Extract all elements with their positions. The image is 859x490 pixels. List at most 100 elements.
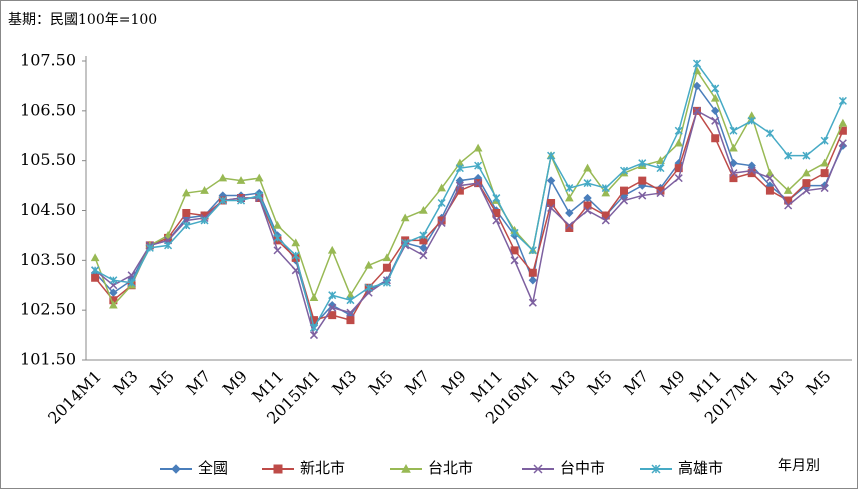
marker	[291, 238, 301, 247]
marker	[419, 231, 428, 240]
marker	[236, 176, 246, 184]
marker	[309, 323, 319, 332]
marker	[164, 241, 173, 250]
marker	[328, 303, 337, 312]
marker	[510, 228, 519, 237]
marker	[145, 243, 154, 252]
marker	[419, 243, 428, 253]
marker	[638, 159, 647, 168]
marker	[674, 138, 684, 147]
marker	[400, 213, 410, 222]
marker	[455, 164, 464, 173]
marker	[291, 266, 300, 275]
marker	[547, 151, 556, 160]
marker	[254, 173, 264, 182]
marker	[401, 238, 410, 247]
marker	[218, 196, 227, 205]
marker	[200, 216, 209, 225]
marker	[601, 184, 610, 193]
marker	[533, 464, 543, 474]
marker	[474, 179, 483, 188]
marker	[127, 278, 136, 287]
marker	[692, 59, 702, 68]
marker	[547, 199, 556, 208]
marker	[656, 189, 665, 198]
marker	[583, 179, 592, 188]
marker	[163, 230, 173, 239]
legend-label: 高雄市	[678, 459, 723, 477]
marker	[601, 188, 611, 197]
marker	[838, 118, 848, 127]
marker	[765, 129, 774, 138]
marker	[273, 246, 282, 255]
marker	[802, 151, 811, 160]
marker	[182, 208, 191, 217]
marker	[309, 293, 319, 302]
marker	[528, 246, 537, 255]
legend-label: 台北市	[428, 459, 473, 477]
marker	[564, 193, 574, 202]
marker	[273, 233, 282, 242]
marker	[91, 266, 100, 275]
marker	[802, 168, 811, 177]
marker	[382, 253, 392, 262]
marker	[765, 186, 774, 195]
marker	[528, 268, 537, 277]
marker	[784, 151, 793, 160]
y-tick-label: 105.50	[20, 150, 76, 169]
marker	[820, 136, 829, 145]
marker	[674, 126, 683, 135]
marker	[802, 186, 811, 195]
marker	[346, 296, 355, 305]
marker	[382, 263, 391, 272]
marker	[802, 179, 811, 188]
marker	[437, 218, 446, 227]
marker	[729, 158, 738, 168]
marker	[510, 246, 519, 255]
marker	[401, 463, 411, 473]
marker	[583, 201, 592, 210]
y-tick-label: 101.50	[20, 350, 76, 369]
legend-label: 新北市	[300, 459, 345, 477]
marker	[346, 316, 355, 325]
marker	[729, 126, 738, 135]
y-tick-label: 106.50	[20, 100, 76, 119]
marker	[474, 161, 483, 170]
y-tick-label: 103.50	[20, 250, 76, 269]
marker	[820, 158, 829, 167]
marker	[620, 186, 629, 195]
legend-label: 全國	[198, 459, 228, 477]
marker	[711, 134, 720, 143]
marker	[820, 184, 829, 193]
marker	[547, 203, 556, 213]
legend-label: 台中市	[560, 459, 605, 477]
marker	[273, 464, 283, 474]
marker	[273, 220, 282, 229]
marker	[419, 251, 428, 260]
marker	[711, 116, 720, 125]
y-tick-label: 102.50	[20, 300, 76, 319]
marker	[218, 173, 228, 182]
marker	[364, 283, 373, 292]
marker	[346, 308, 355, 317]
marker	[492, 194, 501, 203]
marker	[291, 251, 300, 260]
marker	[692, 106, 702, 115]
marker	[838, 96, 847, 105]
marker	[328, 291, 337, 300]
marker	[729, 143, 738, 152]
marker	[820, 169, 829, 178]
x-axis-label: 年月別	[778, 458, 820, 474]
marker	[546, 176, 556, 185]
marker	[200, 186, 209, 194]
marker	[674, 174, 683, 183]
marker	[619, 196, 629, 205]
marker	[638, 176, 647, 185]
marker	[583, 163, 592, 172]
marker	[711, 106, 720, 116]
marker	[236, 196, 246, 205]
marker	[783, 186, 793, 194]
marker	[838, 139, 847, 148]
marker	[711, 84, 720, 93]
